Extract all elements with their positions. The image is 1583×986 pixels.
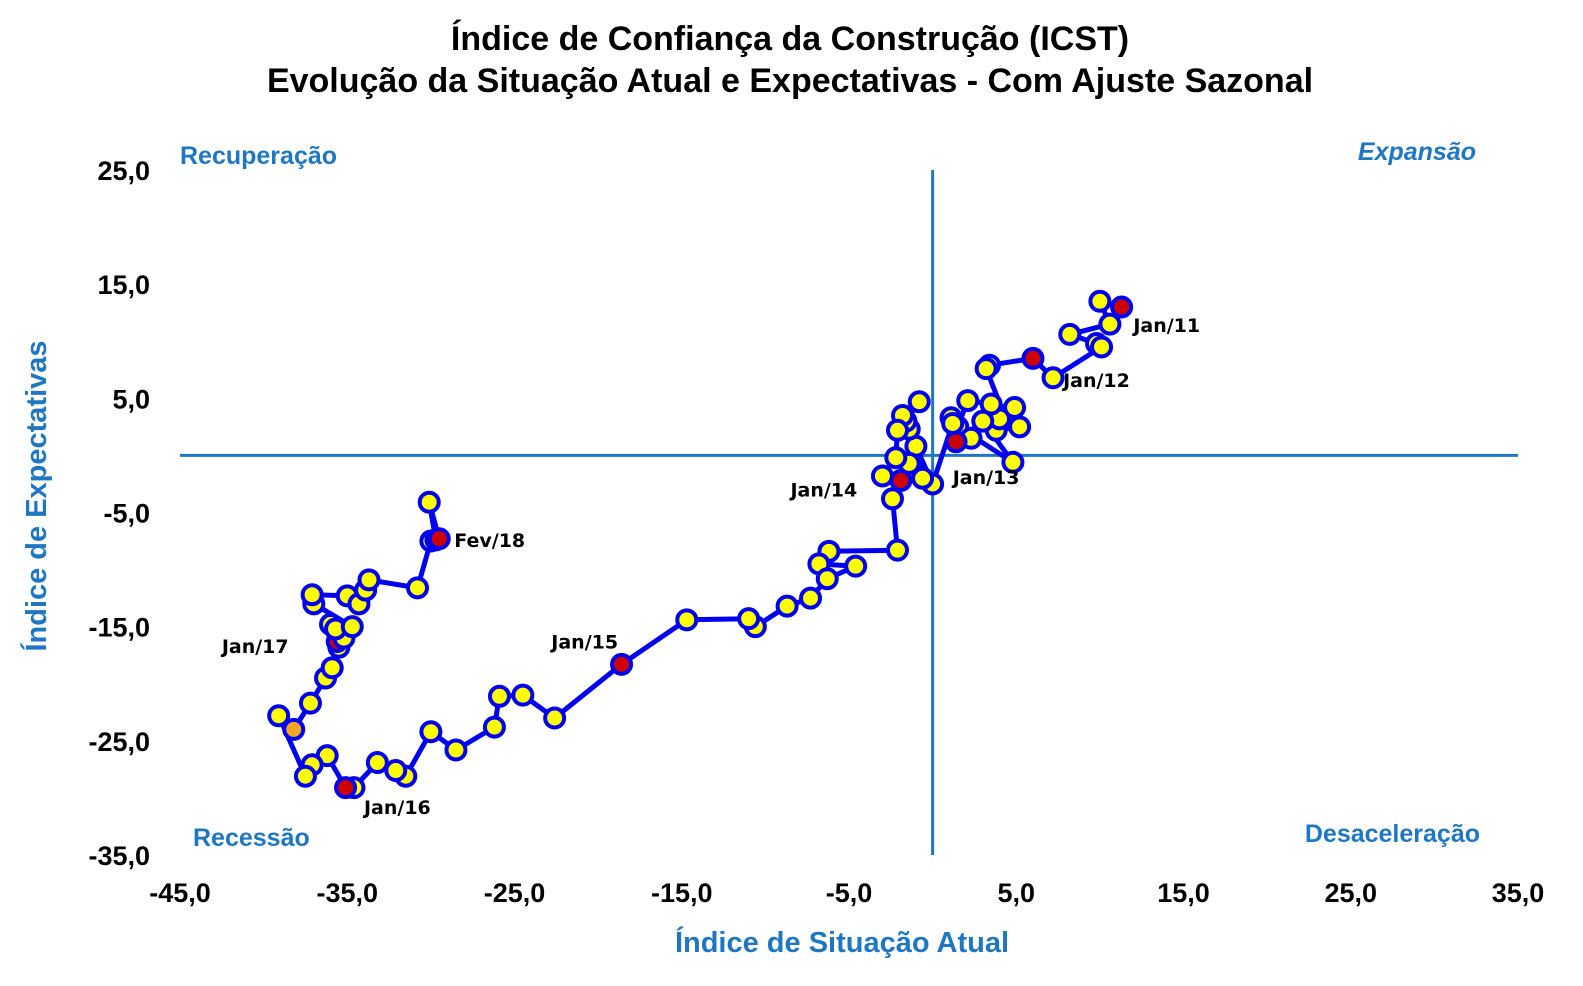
data-point <box>880 487 904 511</box>
data-point <box>417 490 441 514</box>
chart-title: Índice de Confiança da Construção (ICST) <box>451 20 1129 58</box>
data-point <box>511 683 535 707</box>
annotations-layer: Jan/11 Jan/12 Jan/13 Jan/14 Jan/15 Jan/16 Jan/… <box>220 315 1200 819</box>
data-point <box>815 567 839 591</box>
data-point <box>1098 312 1122 336</box>
x-tick-label: -35,0 <box>316 878 378 908</box>
data-point <box>911 466 935 490</box>
tick-labels-layer: -45,0 -35,0 -25,0 -15,0 -5,0 5,0 15,0 25,0 35,0 2… <box>88 156 1544 908</box>
data-point <box>1001 450 1025 474</box>
point-annotation: Fev/18 <box>454 530 525 552</box>
axes-layer <box>180 170 1518 855</box>
y-tick-label: -25,0 <box>88 727 150 757</box>
y-tick-label: 5,0 <box>112 384 150 414</box>
point-annotation: Jan/17 <box>220 636 289 658</box>
data-point <box>886 418 910 442</box>
point-annotation: Jan/13 <box>951 467 1020 489</box>
data-point <box>886 538 910 562</box>
y-axis-label: Índice de Expectativas <box>19 340 53 651</box>
data-point <box>941 411 965 435</box>
data-point-highlight <box>610 652 634 676</box>
quadrant-label-bottom-left: Recessão <box>193 824 310 852</box>
x-tick-label: -45,0 <box>149 878 211 908</box>
point-annotation: Jan/14 <box>788 480 857 502</box>
y-tick-label: 15,0 <box>97 270 150 300</box>
y-tick-label: -15,0 <box>88 613 150 643</box>
data-point <box>956 389 980 413</box>
data-point <box>907 390 931 414</box>
data-point <box>844 554 868 578</box>
data-point <box>870 464 894 488</box>
x-tick-label: 25,0 <box>1324 878 1377 908</box>
data-point <box>487 684 511 708</box>
data-point <box>737 607 761 631</box>
data-point <box>1041 366 1065 390</box>
quadrant-label-top-right: Expansão <box>1358 138 1476 166</box>
data-point <box>543 706 567 730</box>
data-point-highlight <box>944 430 968 454</box>
y-tick-label: 25,0 <box>97 156 150 186</box>
chart-subtitle: Evolução da Situação Atual e Expectativa… <box>267 62 1313 100</box>
data-point <box>365 751 389 775</box>
data-point <box>675 608 699 632</box>
data-point <box>298 691 322 715</box>
data-point <box>1090 335 1114 359</box>
markers-layer <box>267 289 1134 800</box>
data-point <box>775 594 799 618</box>
data-point <box>799 586 823 610</box>
data-point <box>419 720 443 744</box>
point-annotation: Jan/16 <box>362 797 431 819</box>
data-point <box>884 446 908 470</box>
data-point <box>384 759 408 783</box>
y-tick-label: -35,0 <box>88 841 150 871</box>
data-point-highlight <box>427 527 451 551</box>
x-tick-label: -15,0 <box>651 878 713 908</box>
x-tick-label: 5,0 <box>997 878 1035 908</box>
point-annotation: Jan/15 <box>549 631 618 653</box>
data-point-highlight <box>889 469 913 493</box>
y-tick-label: -5,0 <box>103 499 150 529</box>
x-tick-label: 35,0 <box>1492 878 1545 908</box>
data-point <box>405 576 429 600</box>
data-point-highlight <box>1021 346 1045 370</box>
quadrant-label-top-left: Recuperação <box>180 142 337 170</box>
data-point <box>482 715 506 739</box>
data-point <box>267 704 291 728</box>
x-tick-label: -25,0 <box>484 878 546 908</box>
data-point-highlight <box>1110 295 1134 319</box>
data-point <box>1088 289 1112 313</box>
data-point <box>320 656 344 680</box>
point-annotation: Jan/11 <box>1131 315 1200 337</box>
data-point <box>971 409 995 433</box>
data-point <box>1008 415 1032 439</box>
data-point <box>293 764 317 788</box>
x-tick-label: -5,0 <box>826 878 873 908</box>
x-tick-label: 15,0 <box>1157 878 1210 908</box>
data-point <box>444 738 468 762</box>
data-point-highlight <box>334 776 358 800</box>
data-point <box>357 568 381 592</box>
data-point <box>340 615 364 639</box>
data-point <box>974 357 998 381</box>
quadrant-label-bottom-right: Desaceleração <box>1305 820 1480 848</box>
data-point <box>1058 322 1082 346</box>
data-point <box>300 583 324 607</box>
data-point <box>282 717 306 741</box>
point-annotation: Jan/12 <box>1061 370 1130 392</box>
x-axis-label: Índice de Situação Atual <box>675 925 1009 959</box>
